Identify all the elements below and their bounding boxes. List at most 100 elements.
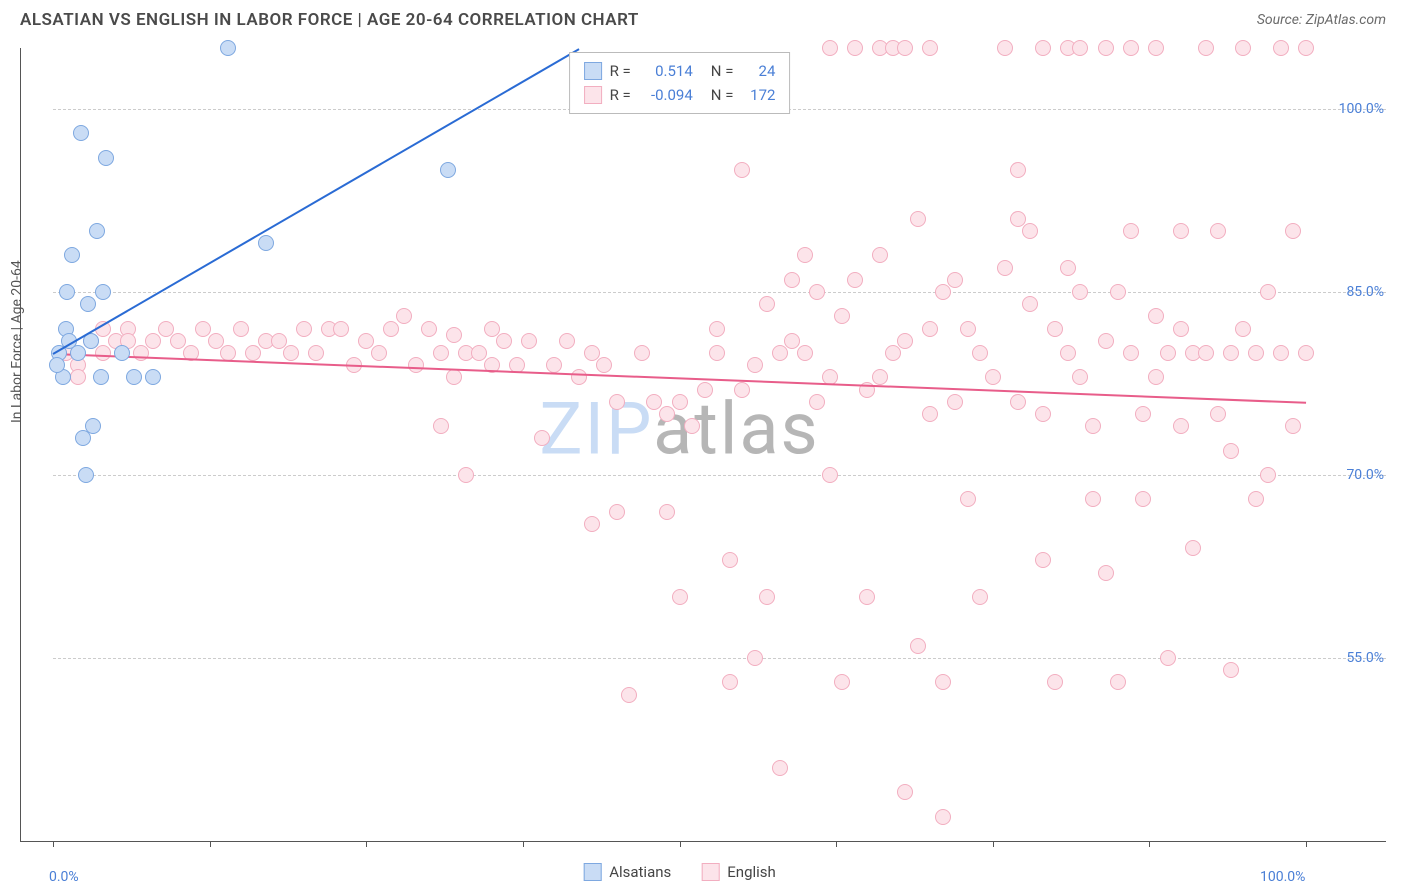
english-point — [484, 321, 500, 337]
english-point — [433, 418, 449, 434]
english-point — [1035, 40, 1051, 56]
english-point — [1010, 162, 1026, 178]
english-point — [145, 333, 161, 349]
legend-series-label: Alsatians — [609, 863, 671, 881]
english-point — [922, 406, 938, 422]
english-point — [1135, 491, 1151, 507]
y-tick-label: 85.0% — [1346, 284, 1384, 300]
english-point — [1110, 674, 1126, 690]
series-legend: AlsatiansEnglish — [583, 863, 776, 881]
english-point — [1210, 223, 1226, 239]
english-point — [584, 516, 600, 532]
english-point — [935, 674, 951, 690]
legend-r-label: R = — [610, 83, 631, 107]
chart-container: In Labor Force | Age 20-64 ZIPatlas 55.0… — [20, 48, 1386, 842]
english-point — [609, 504, 625, 520]
english-point — [571, 369, 587, 385]
alsatians-point — [64, 247, 80, 263]
english-point — [333, 321, 349, 337]
english-point — [960, 491, 976, 507]
english-point — [1285, 223, 1301, 239]
alsatians-point — [78, 467, 94, 483]
english-point — [822, 40, 838, 56]
english-point — [1022, 223, 1038, 239]
alsatians-trend-line — [52, 48, 579, 355]
english-point — [1035, 552, 1051, 568]
alsatians-point — [49, 357, 65, 373]
english-point — [1185, 540, 1201, 556]
english-point — [747, 357, 763, 373]
english-point — [1223, 662, 1239, 678]
english-point — [809, 284, 825, 300]
english-point — [1285, 418, 1301, 434]
alsatians-point — [85, 418, 101, 434]
english-point — [1273, 40, 1289, 56]
english-point — [70, 369, 86, 385]
x-tick-label: 0.0% — [49, 869, 79, 885]
english-point — [784, 272, 800, 288]
english-point — [997, 40, 1013, 56]
english-point — [621, 687, 637, 703]
english-point — [1298, 345, 1314, 361]
alsatians-point — [145, 369, 161, 385]
english-point — [1248, 345, 1264, 361]
english-point — [1072, 40, 1088, 56]
legend-swatch-icon — [583, 863, 601, 881]
english-point — [458, 467, 474, 483]
english-point — [947, 394, 963, 410]
english-point — [672, 394, 688, 410]
english-point — [433, 345, 449, 361]
english-point — [935, 284, 951, 300]
english-point — [559, 333, 575, 349]
english-point — [797, 345, 813, 361]
english-point — [1223, 443, 1239, 459]
y-tick-label: 100.0% — [1339, 101, 1384, 117]
english-point — [697, 382, 713, 398]
correlation-legend: R =0.514N =24R =-0.094N =172 — [569, 52, 791, 114]
english-point — [897, 333, 913, 349]
english-point — [709, 345, 725, 361]
english-point — [1173, 418, 1189, 434]
english-point — [1198, 345, 1214, 361]
english-point — [847, 272, 863, 288]
english-point — [747, 650, 763, 666]
y-tick-label: 70.0% — [1346, 467, 1384, 483]
english-point — [283, 345, 299, 361]
legend-item-alsatians: Alsatians — [583, 863, 671, 881]
english-point — [1060, 345, 1076, 361]
english-point — [822, 467, 838, 483]
english-point — [847, 40, 863, 56]
english-point — [446, 327, 462, 343]
english-point — [1035, 406, 1051, 422]
english-point — [446, 369, 462, 385]
english-point — [1260, 467, 1276, 483]
english-point — [772, 345, 788, 361]
english-point — [759, 296, 775, 312]
english-point — [383, 321, 399, 337]
gridline — [53, 475, 1386, 476]
english-point — [1123, 40, 1139, 56]
english-point — [471, 345, 487, 361]
alsatians-point — [95, 284, 111, 300]
english-point — [1110, 284, 1126, 300]
english-point — [408, 357, 424, 373]
alsatians-point — [93, 369, 109, 385]
english-point — [1235, 40, 1251, 56]
legend-row-alsatians: R =0.514N =24 — [584, 59, 776, 83]
english-point — [271, 333, 287, 349]
watermark-light: ZIP — [539, 386, 653, 471]
english-point — [1047, 321, 1063, 337]
english-point — [534, 430, 550, 446]
legend-row-english: R =-0.094N =172 — [584, 83, 776, 107]
english-point — [1273, 345, 1289, 361]
alsatians-point — [98, 150, 114, 166]
alsatians-point — [89, 223, 105, 239]
alsatians-point — [59, 284, 75, 300]
english-point — [734, 382, 750, 398]
x-tick-mark — [993, 841, 994, 847]
english-point — [208, 333, 224, 349]
english-point — [245, 345, 261, 361]
english-point — [1085, 491, 1101, 507]
english-point — [1022, 296, 1038, 312]
y-tick-label: 55.0% — [1346, 650, 1384, 666]
